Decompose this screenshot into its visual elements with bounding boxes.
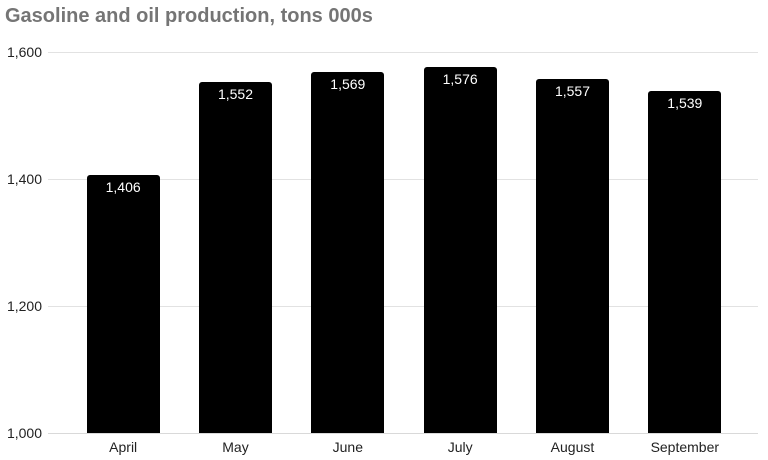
x-axis-label-april: April [109,439,138,455]
bar-value-label: 1,569 [330,75,366,92]
bar-value-label: 1,406 [105,179,141,196]
x-axis-label-august: August [550,439,595,455]
x-axis-label-september: September [650,439,720,455]
y-axis-tick-label: 1,600 [6,44,42,60]
bar-may[interactable]: 1,552 [198,82,272,433]
bar-july[interactable]: 1,576 [423,67,497,433]
y-gridline-1200 [48,306,758,307]
y-gridline-1600 [48,52,758,53]
y-gridline-1000 [48,433,758,434]
y-axis-tick-label: 1,400 [6,171,42,187]
y-axis-tick-label: 1,200 [6,298,42,314]
bar-value-label: 1,552 [217,86,253,103]
bar-september[interactable]: 1,539 [648,90,722,433]
bar-value-label: 1,539 [667,94,703,111]
chart-title: Gasoline and oil production, tons 000s [5,5,373,27]
bar-june[interactable]: 1,569 [311,71,385,433]
bar-august[interactable]: 1,557 [535,79,609,433]
x-axis-label-july: July [447,439,473,455]
x-axis-label-may: May [222,439,249,455]
y-axis-tick-label: 1,000 [6,425,42,441]
bar-april[interactable]: 1,406 [86,175,160,433]
bar-value-label: 1,557 [554,83,590,100]
y-gridline-1400 [48,179,758,180]
x-axis-label-june: June [332,439,363,455]
bar-value-label: 1,576 [442,71,478,88]
